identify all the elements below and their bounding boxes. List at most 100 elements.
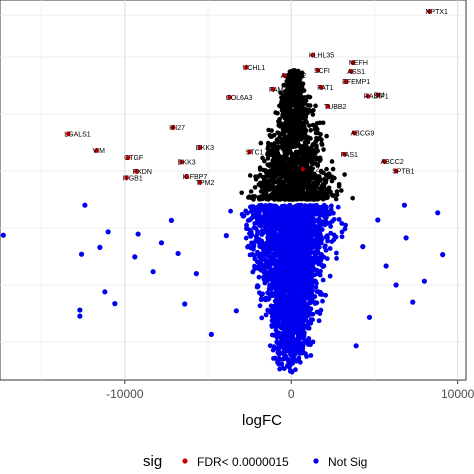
cloud-point-not-sig bbox=[296, 212, 302, 218]
cloud-point-not-sig bbox=[267, 202, 272, 208]
cloud-point-not-sig bbox=[302, 237, 308, 243]
cloud-point-not-sig bbox=[294, 208, 299, 214]
cloud-point-not-sig bbox=[256, 236, 262, 242]
cloud-point-not-sig bbox=[327, 246, 333, 251]
cloud-point-sig bbox=[285, 191, 290, 197]
cloud-point-not-sig bbox=[292, 317, 298, 323]
cloud-point-sig bbox=[314, 143, 319, 148]
point-not-sig bbox=[353, 343, 359, 349]
cloud-point-sig bbox=[290, 133, 296, 139]
cloud-point-not-sig bbox=[295, 308, 300, 314]
cloud-point-not-sig bbox=[272, 298, 278, 304]
cloud-point-sig bbox=[291, 125, 296, 131]
gene-label: IGFBP7 bbox=[182, 174, 207, 181]
gene-label: FAM3C bbox=[269, 87, 292, 94]
cloud-point-sig bbox=[321, 170, 326, 176]
cloud-point-sig bbox=[279, 166, 285, 172]
cloud-point-not-sig bbox=[309, 245, 315, 251]
cloud-point-sig bbox=[286, 74, 292, 80]
point-not-sig bbox=[233, 308, 239, 314]
cloud-point-not-sig bbox=[295, 286, 301, 292]
cloud-point-sig bbox=[324, 133, 329, 139]
point-sig bbox=[282, 73, 287, 79]
cloud-point-sig bbox=[332, 175, 337, 181]
gene-label: COL6A3 bbox=[226, 95, 253, 102]
cloud-point-sig bbox=[310, 151, 315, 157]
point-not-sig bbox=[375, 217, 381, 223]
cloud-point-not-sig bbox=[303, 270, 308, 276]
cloud-point-not-sig bbox=[308, 306, 314, 312]
cloud-point-sig bbox=[330, 166, 336, 172]
cloud-point-sig bbox=[277, 116, 282, 122]
cloud-point-not-sig bbox=[283, 316, 289, 322]
cloud-point-not-sig bbox=[289, 211, 295, 217]
cloud-point-not-sig bbox=[334, 256, 339, 261]
cloud-point-sig bbox=[305, 103, 311, 108]
cloud-point-not-sig bbox=[258, 259, 263, 265]
cloud-point-not-sig bbox=[339, 221, 345, 226]
cloud-point-not-sig bbox=[327, 273, 333, 279]
cloud-point-sig bbox=[342, 172, 347, 177]
cloud-point-not-sig bbox=[328, 207, 334, 213]
cloud-point-not-sig bbox=[301, 206, 307, 212]
cloud-point-sig bbox=[334, 189, 340, 194]
cloud-point-not-sig bbox=[275, 359, 280, 365]
gene-label: TPM2 bbox=[196, 180, 215, 187]
cloud-point-not-sig bbox=[304, 277, 310, 283]
cloud-point-not-sig bbox=[302, 340, 308, 345]
cloud-point-not-sig bbox=[281, 308, 287, 314]
cloud-point-sig bbox=[321, 147, 326, 152]
cloud-point-sig bbox=[299, 85, 305, 90]
point-sig bbox=[179, 159, 184, 165]
cloud-point-not-sig bbox=[317, 255, 323, 261]
cloud-point-sig bbox=[299, 70, 305, 76]
point-sig bbox=[348, 69, 354, 74]
gene-label: VIM bbox=[93, 148, 106, 155]
gene-label: EFEMP1 bbox=[342, 79, 370, 86]
cloud-point-not-sig bbox=[296, 355, 302, 361]
cloud-point-not-sig bbox=[290, 330, 296, 335]
cloud-point-not-sig bbox=[320, 277, 326, 283]
cloud-point-sig bbox=[272, 145, 277, 151]
gene-label: PXDN bbox=[132, 169, 151, 176]
cloud-point-not-sig bbox=[277, 311, 282, 317]
gene-label: KLHL35 bbox=[309, 53, 334, 60]
cloud-point-not-sig bbox=[310, 317, 315, 323]
cloud-point-not-sig bbox=[318, 307, 324, 313]
cloud-point-not-sig bbox=[311, 232, 317, 238]
cloud-point-sig bbox=[284, 173, 290, 179]
cloud-point-not-sig bbox=[318, 234, 324, 240]
cloud-point-sig bbox=[300, 132, 306, 137]
cloud-point-not-sig bbox=[312, 237, 318, 243]
cloud-point-not-sig bbox=[285, 300, 291, 305]
cloud-point-not-sig bbox=[256, 220, 262, 226]
cloud-point-not-sig bbox=[287, 208, 292, 213]
sig-points bbox=[65, 9, 432, 185]
cloud-point-sig bbox=[290, 183, 295, 189]
cloud-point-sig bbox=[285, 84, 291, 90]
cloud-point-sig bbox=[313, 161, 319, 166]
cloud-point-not-sig bbox=[290, 275, 296, 281]
cloud-point-not-sig bbox=[285, 311, 291, 317]
point-sig bbox=[325, 104, 331, 109]
cloud-point-not-sig bbox=[307, 269, 313, 274]
cloud-point-sig bbox=[295, 141, 300, 147]
cloud-point-not-sig bbox=[325, 235, 330, 240]
cloud-point-sig bbox=[284, 142, 290, 148]
cloud-point-not-sig bbox=[275, 350, 281, 355]
cloud-point-not-sig bbox=[263, 278, 269, 284]
point-sig bbox=[310, 52, 316, 58]
cloud-point-sig bbox=[252, 185, 258, 190]
cloud-point-not-sig bbox=[280, 335, 286, 341]
point-sig bbox=[94, 148, 99, 153]
cloud-point-sig bbox=[303, 153, 308, 159]
cloud-point-sig bbox=[313, 139, 318, 145]
cloud-point-sig bbox=[305, 189, 311, 194]
cloud-point-not-sig bbox=[284, 255, 290, 261]
cloud-point-sig bbox=[295, 150, 300, 156]
cloud-point-not-sig bbox=[283, 211, 289, 217]
cloud-point-sig bbox=[294, 104, 300, 110]
cloud-point-sig bbox=[307, 156, 313, 162]
cloud-point-not-sig bbox=[256, 216, 262, 222]
cloud-point-not-sig bbox=[297, 290, 302, 296]
